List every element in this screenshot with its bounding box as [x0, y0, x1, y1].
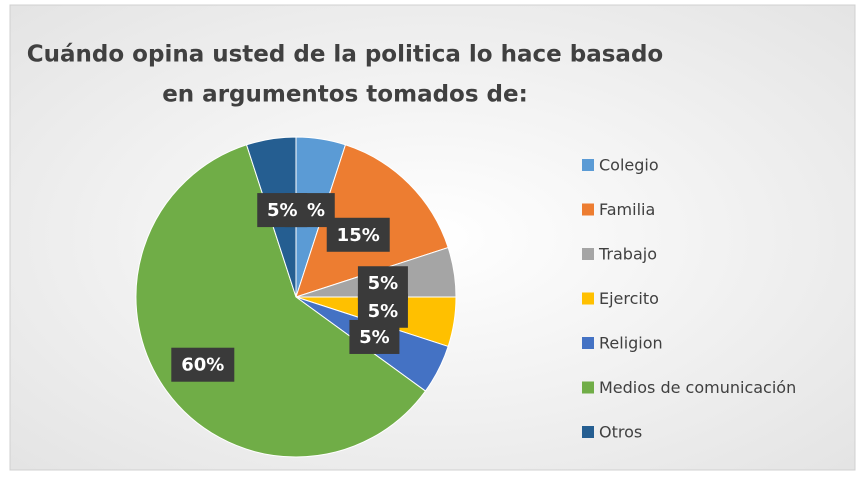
data-label: 15% [337, 225, 380, 246]
data-label: 5% [368, 273, 399, 294]
data-label: 5% [368, 301, 399, 322]
data-label-box [171, 347, 235, 382]
chart-title: en argumentos tomados de: [162, 82, 528, 108]
data-label: 5% [267, 200, 298, 221]
data-label-box [257, 193, 308, 228]
legend-label: Otros [599, 423, 642, 442]
legend-swatch [582, 426, 594, 438]
data-label-box [349, 319, 400, 354]
legend-label: Ejercito [599, 289, 659, 308]
data-label: 60% [181, 355, 224, 376]
legend-label: Familia [599, 200, 655, 219]
legend-swatch [582, 381, 594, 394]
legend-swatch [582, 337, 594, 349]
legend-swatch [582, 248, 594, 260]
legend-label: Trabajo [598, 245, 657, 264]
data-label: 5% [359, 327, 390, 348]
legend-swatch [582, 159, 594, 171]
chart-title: Cuándo opina usted de la politica lo hac… [27, 42, 663, 68]
legend-swatch [582, 203, 594, 216]
legend-label: Colegio [599, 156, 659, 175]
legend-label: Medios de comunicación [599, 378, 796, 397]
legend-label: Religion [599, 334, 663, 353]
data-label-box [326, 217, 390, 252]
legend-swatch [582, 292, 594, 305]
